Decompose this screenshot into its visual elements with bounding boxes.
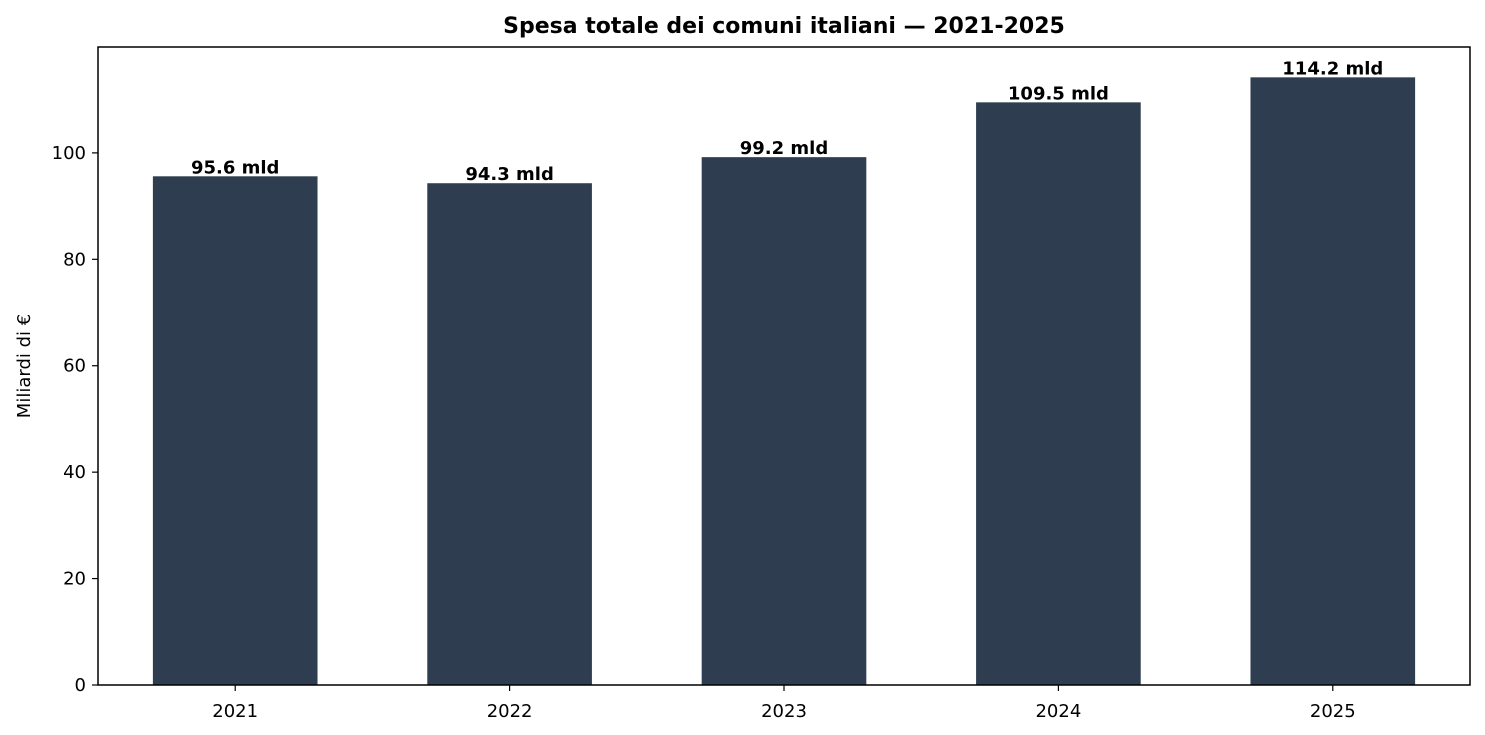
y-tick-label: 20: [63, 569, 86, 590]
chart-title: Spesa totale dei comuni italiani — 2021-…: [503, 14, 1065, 39]
x-tick-label: 2024: [1035, 701, 1081, 722]
bars-group: [152, 77, 1416, 686]
data-label: 114.2 mld: [1282, 58, 1383, 79]
y-tick-label: 80: [63, 249, 86, 270]
data-labels: 95.6 mld 94.3 mld 99.2 mld 109.5 mld 114.2 m…: [191, 58, 1383, 185]
y-axis-ticks: 0 20 40 60 80 100: [52, 143, 98, 696]
bar-2022: [427, 183, 592, 685]
y-axis-label: Miliardi di €: [14, 314, 35, 418]
x-axis-ticks: 2021 2022 2023 2024 2025: [212, 685, 1356, 722]
x-tick-label: 2023: [761, 701, 807, 722]
bar-2023: [701, 157, 867, 685]
data-label: 109.5 mld: [1008, 83, 1109, 104]
y-tick-label: 60: [63, 356, 86, 377]
bar-2021: [152, 176, 318, 686]
bar-2024: [976, 102, 1141, 685]
data-label: 95.6 mld: [191, 157, 280, 178]
data-label: 99.2 mld: [740, 138, 829, 159]
y-tick-label: 100: [52, 143, 86, 164]
plot-frame: [97, 46, 1471, 686]
y-tick-label: 0: [75, 675, 86, 696]
x-tick-label: 2025: [1310, 701, 1356, 722]
y-tick-label: 40: [63, 462, 86, 483]
data-label: 94.3 mld: [465, 164, 554, 185]
bar-2025: [1250, 77, 1416, 686]
x-tick-label: 2021: [212, 701, 258, 722]
x-tick-label: 2022: [487, 701, 533, 722]
